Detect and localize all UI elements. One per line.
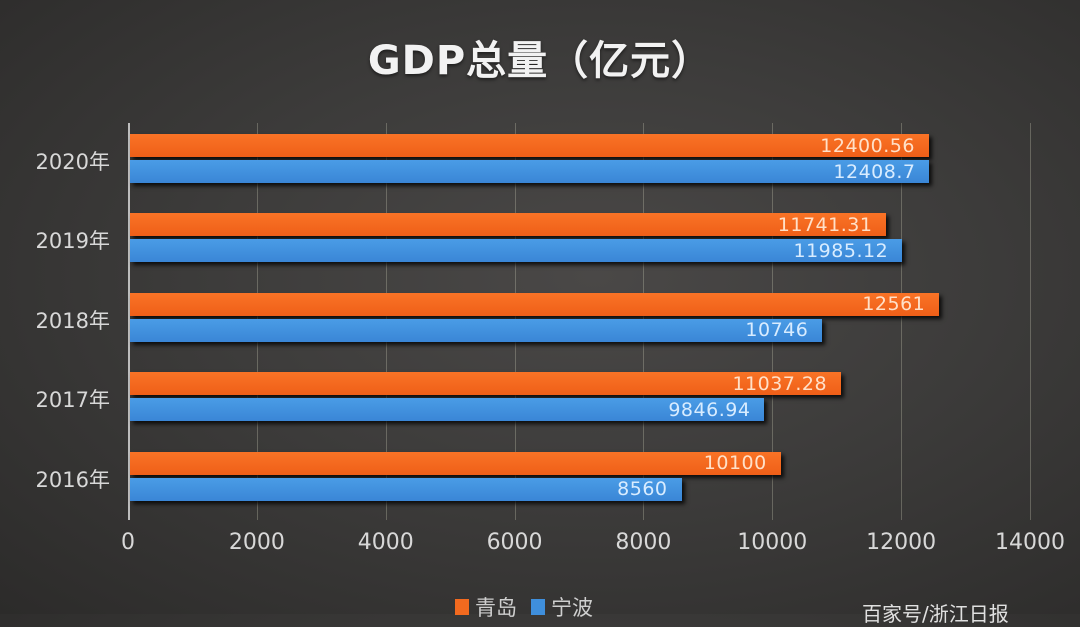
watermark: 百家号/浙江日报 (862, 602, 1009, 626)
x-tick-label: 2000 (228, 530, 285, 555)
data-label: 10746 (745, 319, 809, 342)
bar-ningbo-2018: 10746 (130, 318, 823, 342)
data-label: 12408.7 (833, 160, 916, 183)
legend-swatch-orange (455, 599, 469, 615)
bar-ningbo-2017: 9846.94 (130, 398, 765, 422)
y-tick-label: 2019年 (35, 229, 110, 254)
bar-qingdao-2018: 12561 (130, 292, 940, 316)
x-tick-label: 8000 (615, 530, 672, 555)
x-tick-label: 10000 (737, 530, 808, 555)
y-tick-label: 2017年 (35, 388, 110, 413)
legend-item-qingdao: 青岛 (455, 592, 517, 622)
y-tick-label: 2016年 (35, 467, 110, 492)
legend-item-ningbo: 宁波 (531, 592, 593, 622)
data-label: 11037.28 (732, 372, 828, 395)
data-label: 8560 (617, 478, 668, 501)
y-axis-line (128, 123, 130, 520)
gridline (1030, 123, 1031, 520)
data-label: 11985.12 (793, 239, 889, 262)
bar-ningbo-2020: 12408.7 (130, 160, 930, 183)
x-tick-label: 14000 (995, 530, 1065, 555)
y-tick-label: 2018年 (35, 308, 110, 333)
plot-area: 12400.56 12408.7 11741.31 11985.12 12561 1074… (128, 123, 1031, 520)
legend-label: 青岛 (475, 596, 517, 620)
x-tick-label: 0 (121, 530, 135, 555)
y-tick-label: 2020年 (35, 150, 110, 174)
legend: 青岛 宁波 (455, 592, 599, 622)
data-label: 12561 (862, 293, 926, 316)
gridline (901, 123, 903, 520)
bar-ningbo-2019: 11985.12 (130, 239, 903, 263)
data-label: 9846.94 (668, 398, 751, 421)
legend-swatch-blue (531, 599, 545, 615)
data-label: 12400.56 (820, 134, 915, 157)
x-tick-label: 4000 (357, 530, 414, 555)
bar-qingdao-2020: 12400.56 (130, 134, 929, 157)
data-label: 11741.31 (777, 213, 873, 236)
chart-title: GDP总量（亿元） (367, 38, 713, 84)
data-label: 10100 (703, 452, 767, 475)
bar-ningbo-2016: 8560 (130, 477, 682, 501)
x-tick-label: 6000 (486, 530, 543, 555)
bar-qingdao-2017: 11037.28 (130, 372, 842, 396)
legend-label: 宁波 (551, 596, 593, 620)
x-tick-label: 12000 (866, 530, 937, 555)
bar-qingdao-2019: 11741.31 (130, 213, 887, 237)
bar-qingdao-2016: 10100 (130, 451, 781, 475)
